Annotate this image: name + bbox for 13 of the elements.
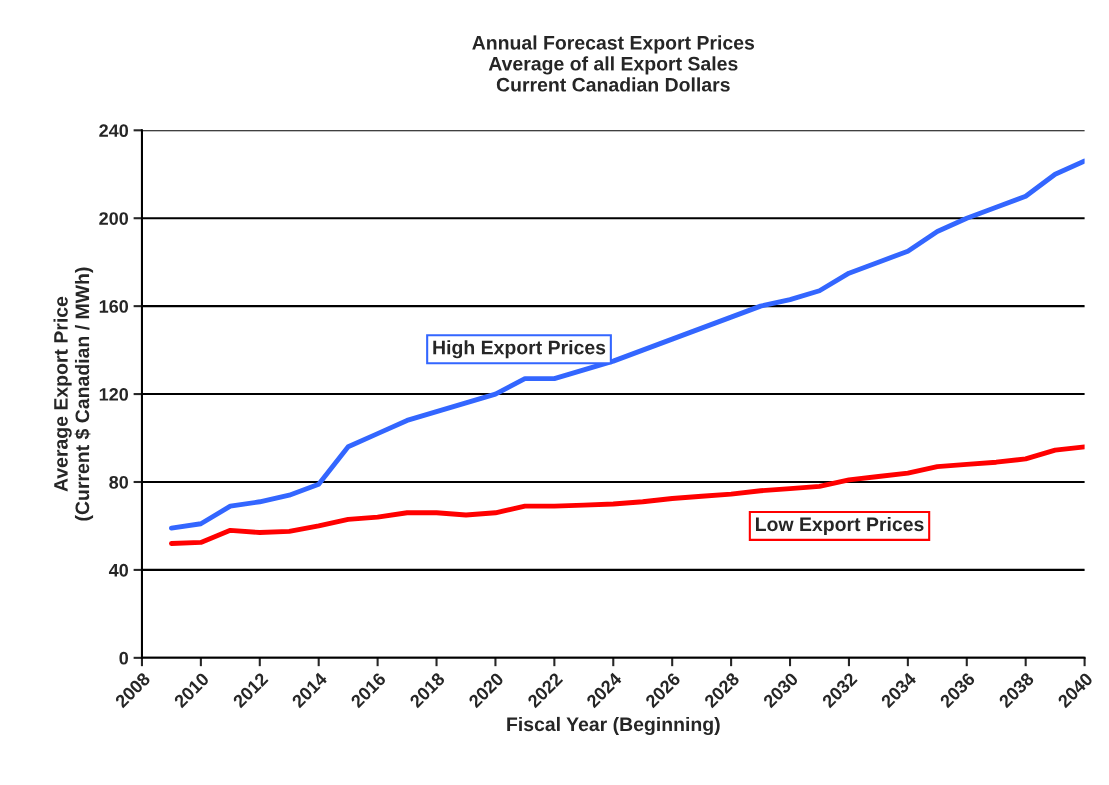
y-tick-label: 80 [109, 475, 129, 489]
y-tick-label: 240 [99, 124, 129, 138]
series-label: Low Export Prices [755, 516, 924, 536]
y-tick-label: 120 [99, 388, 129, 401]
y-axis-title: Average Export Price (Current $ Canadian / MWh) [53, 267, 94, 521]
chart-title: Annual Forecast Export Prices Average of all Export Sales Current Canadian Dollars [472, 35, 755, 92]
series-label: High Export Prices [433, 340, 606, 359]
x-axis-title: Fiscal Year (Beginning) [507, 716, 720, 736]
y-tick-label: 0 [119, 651, 129, 665]
y-tick-label: 200 [99, 212, 129, 225]
line-series [168, 444, 1085, 546]
y-tick-label: 40 [108, 563, 129, 577]
y-tick-label: 160 [99, 300, 129, 313]
